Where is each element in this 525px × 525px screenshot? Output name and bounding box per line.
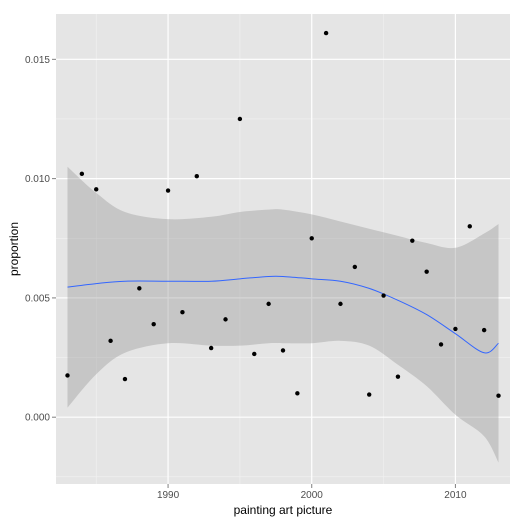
data-point [424, 269, 429, 274]
data-point [367, 392, 372, 397]
data-point [338, 301, 343, 307]
data-point [208, 345, 214, 351]
data-point [108, 338, 113, 344]
plot-panel [56, 14, 510, 484]
data-point [223, 317, 228, 322]
data-point [137, 286, 142, 291]
data-point [496, 393, 501, 398]
data-point [438, 342, 444, 347]
data-point [280, 348, 286, 353]
data-point [309, 236, 314, 241]
y-tick-label: 0.005 [25, 293, 50, 304]
data-point [180, 310, 185, 315]
x-axis: 1990 2000 2010 [157, 484, 467, 501]
x-tick-label: 1990 [157, 490, 180, 501]
y-axis: 0.000 0.005 0.010 0.015 [25, 55, 56, 424]
data-point [151, 321, 156, 327]
confidence-ribbon-layer [67, 166, 499, 463]
grid-major [56, 14, 510, 484]
y-tick-label: 0.015 [25, 55, 50, 66]
confidence-ribbon [67, 166, 499, 463]
data-point [481, 327, 487, 333]
points-layer [65, 30, 501, 398]
data-point [295, 391, 300, 396]
smooth-line [67, 275, 499, 354]
y-axis-title: proportion [7, 222, 21, 276]
data-point [65, 373, 70, 378]
smooth-line-layer [67, 275, 499, 354]
data-point [94, 187, 99, 192]
data-point [352, 264, 358, 270]
data-point [410, 238, 415, 243]
data-point [381, 293, 386, 298]
data-point [395, 374, 401, 379]
data-point [194, 174, 199, 179]
grid-minor [56, 14, 510, 484]
data-point [122, 376, 128, 382]
data-point [266, 301, 271, 307]
data-point [165, 188, 171, 193]
x-tick-label: 2000 [301, 490, 324, 501]
x-axis-title: painting art picture [234, 503, 333, 517]
data-point [467, 224, 472, 229]
data-point [252, 351, 257, 357]
y-tick-label: 0.000 [25, 413, 50, 424]
data-point [453, 326, 458, 332]
data-point [323, 30, 329, 36]
data-point [79, 171, 85, 177]
data-point [237, 116, 243, 122]
x-tick-label: 2010 [444, 490, 467, 501]
y-tick-label: 0.010 [25, 174, 50, 185]
